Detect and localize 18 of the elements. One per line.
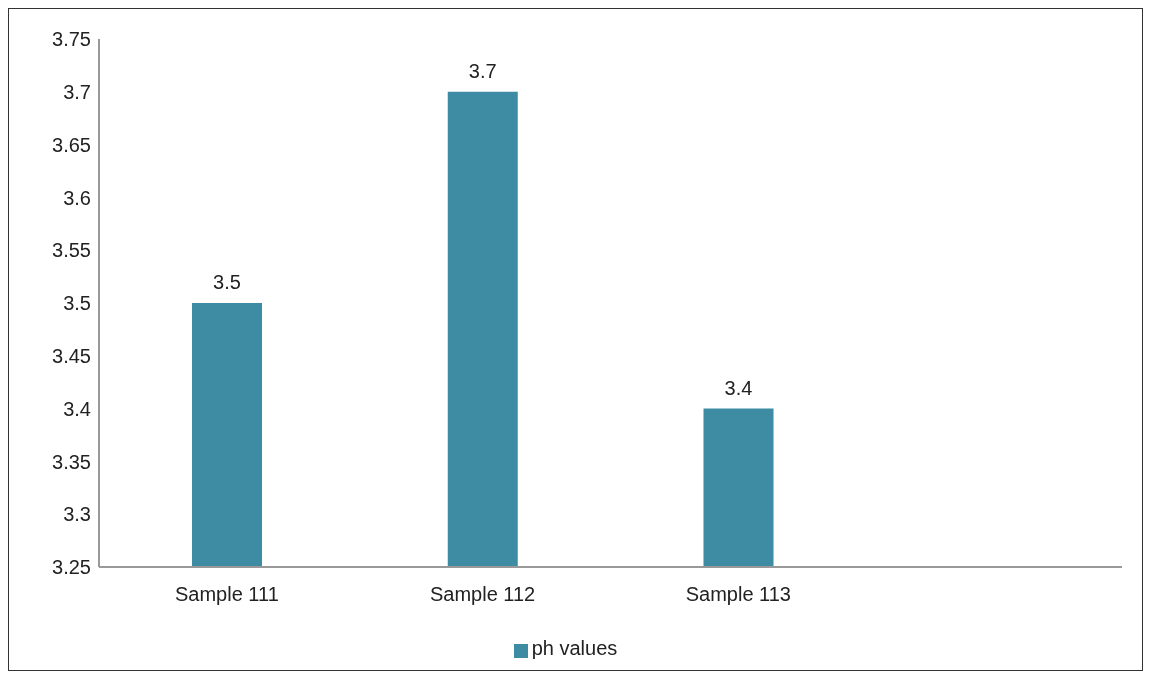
x-tick-label: Sample 113 (685, 583, 792, 606)
x-tick-label: Sample 112 (429, 583, 536, 606)
y-tick-label: 3.4 (63, 397, 91, 420)
y-tick-label: 3.35 (52, 450, 91, 473)
x-tick-label: Sample 111 (174, 583, 279, 606)
legend-label: ph values (531, 637, 618, 659)
data-label: 3.5 (213, 271, 241, 293)
data-label: 3.7 (468, 59, 497, 82)
y-tick-label: 3.45 (52, 344, 91, 367)
y-tick-label: 3.3 (63, 503, 91, 526)
y-tick-label: 3.75 (52, 28, 91, 51)
data-label: 3.4 (724, 376, 753, 399)
y-tick-label: 3.5 (63, 292, 91, 315)
y-tick-label: 3.6 (63, 186, 91, 209)
y-tick-label: 3.25 (52, 556, 91, 579)
y-tick-label: 3.65 (52, 133, 91, 156)
y-tick-label: 3.55 (52, 239, 91, 262)
y-tick-label: 3.7 (63, 80, 91, 103)
